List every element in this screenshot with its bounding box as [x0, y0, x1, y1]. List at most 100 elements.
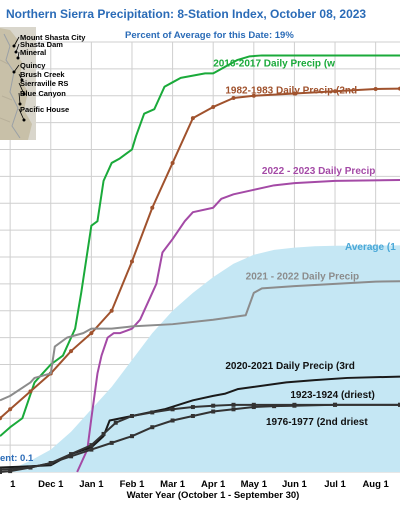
series-marker: [170, 407, 175, 412]
series-marker: [251, 93, 256, 98]
series-line-0: [0, 54, 400, 437]
series-line-2: [76, 178, 400, 473]
series-lines: [0, 54, 400, 474]
station-leader: [18, 82, 25, 95]
series-marker: [89, 447, 94, 452]
series-marker: [150, 205, 155, 210]
series-marker: [292, 91, 297, 96]
series-marker: [101, 431, 106, 436]
map-ridges: [0, 59, 13, 123]
x-tick-label: Feb 1: [120, 479, 146, 490]
series-marker: [89, 331, 94, 336]
series-marker: [231, 402, 236, 407]
station-dot: [16, 56, 20, 60]
series-marker: [0, 470, 2, 474]
series-label-4: 2020-2021 Daily Precip (3rd: [225, 361, 355, 372]
series-marker: [211, 409, 216, 414]
station-dot: [18, 102, 22, 106]
x-tick-label: Mar 1: [160, 479, 186, 490]
series-line-1: [0, 87, 400, 419]
series-marker: [0, 416, 2, 421]
current-total-label: ent: 0.1: [0, 453, 34, 464]
series-marker: [129, 434, 134, 439]
chart-title: Northern Sierra Precipitation: 8-Station…: [6, 7, 366, 21]
station-label: Pacific House: [20, 105, 69, 114]
series-marker: [231, 95, 236, 100]
series-marker: [8, 407, 13, 412]
station-label: Mineral: [20, 48, 46, 57]
series-marker: [28, 389, 33, 394]
x-tick-label: Jun 1: [282, 479, 308, 490]
station-label: Brush Creek: [20, 70, 65, 79]
x-tick-label: Apr 1: [201, 479, 226, 490]
series-line-6: [0, 403, 400, 473]
chart-subtitle: Percent of Average for this Date: 19%: [125, 30, 294, 41]
series-marker: [8, 469, 13, 474]
series-marker: [272, 404, 277, 409]
map-terrain: [0, 28, 32, 140]
series-line-3: [0, 280, 400, 402]
series-marker: [69, 454, 74, 459]
x-axis-label: Water Year (October 1 - September 30): [127, 490, 300, 501]
series-marker: [211, 403, 216, 408]
series-marker: [0, 467, 2, 472]
station-leader: [18, 92, 21, 105]
x-axis-ticks: 1 Dec 1 Jan 1 Feb 1 Mar 1 Apr 1 May 1 Jun 1 Jul …: [10, 479, 389, 490]
series-marker: [69, 452, 74, 457]
station-label: Mount Shasta City: [20, 33, 86, 42]
x-tick-label: 1: [10, 479, 16, 490]
series-marker: [231, 407, 236, 412]
series-marker: [190, 414, 195, 419]
series-label-1: 1982-1983 Daily Precip (2nd: [225, 86, 357, 97]
series-marker: [251, 405, 256, 410]
series-label-3: 2021 - 2022 Daily Precip: [246, 271, 359, 282]
series-marker: [251, 402, 256, 407]
series-marker: [69, 349, 74, 354]
series-marker: [89, 443, 94, 448]
average-label: Average (1: [345, 242, 396, 253]
station-dot: [12, 70, 16, 74]
station-leader: [18, 108, 25, 121]
series-marker: [190, 405, 195, 410]
series-label-2: 2022 - 2023 Daily Precip: [262, 166, 375, 177]
x-tick-label: May 1: [241, 479, 268, 490]
series-marker: [373, 87, 378, 92]
series-label-5: 1923-1924 (driest): [290, 390, 375, 401]
series-marker: [109, 308, 114, 313]
station-label: Quincy: [20, 61, 46, 70]
station-label: Sierraville RS: [20, 79, 68, 88]
series-marker: [150, 425, 155, 430]
station-label: Blue Canyon: [20, 89, 66, 98]
series-labels: 2016-2017 Daily Precip (w 1982-1983 Daily…: [213, 59, 396, 428]
series-marker: [129, 414, 134, 419]
series-marker: [109, 440, 114, 445]
average-band: [0, 245, 400, 472]
station-dot: [20, 78, 24, 82]
station-dot: [12, 44, 16, 48]
series-marker: [48, 461, 53, 466]
series-marker: [333, 402, 338, 407]
series-marker: [129, 259, 134, 264]
series-marker: [211, 104, 216, 109]
x-tick-label: Jul 1: [324, 479, 346, 490]
x-tick-label: Aug 1: [362, 479, 389, 490]
series-marker: [170, 418, 175, 423]
map-river: [3, 33, 21, 139]
station-dot: [22, 92, 26, 96]
series-marker: [170, 160, 175, 165]
x-tick-label: Dec 1: [38, 479, 64, 490]
station-leader: [13, 36, 20, 47]
series-label-0: 2016-2017 Daily Precip (w: [213, 59, 335, 70]
series-label-6: 1976-1977 (2nd driest: [266, 417, 368, 428]
series-marker: [150, 410, 155, 415]
average-area: [0, 245, 400, 472]
station-dot: [22, 118, 26, 122]
x-tick-label: Jan 1: [79, 479, 104, 490]
series-marker: [333, 89, 338, 94]
series-marker: [28, 465, 33, 470]
series-marker: [190, 116, 195, 121]
station-dot: [14, 50, 18, 54]
series-marker: [292, 403, 297, 408]
